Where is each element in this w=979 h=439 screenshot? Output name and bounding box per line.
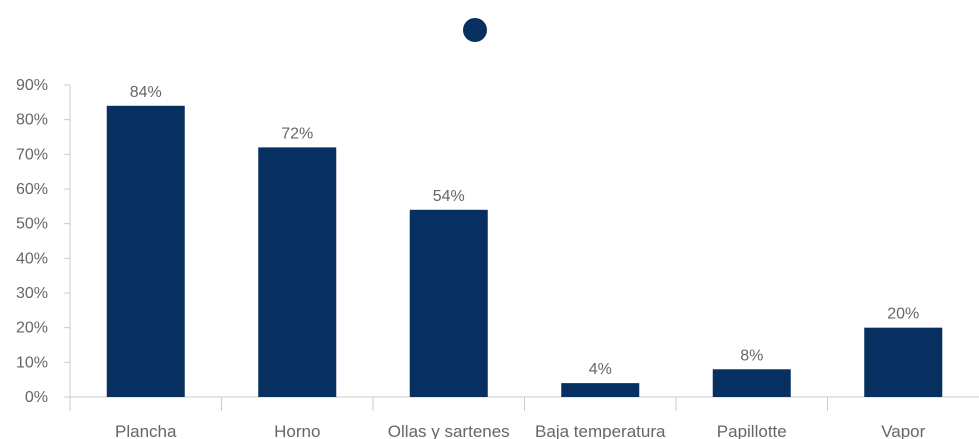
data-label: 8% xyxy=(740,347,763,364)
category-label: Plancha xyxy=(115,422,177,439)
category-labels: Plancha Horno Ollas y sartenes Baja tempera… xyxy=(115,422,926,439)
y-tick-label: 30% xyxy=(16,285,48,302)
category-label: Ollas y sartenes xyxy=(388,422,510,439)
bar xyxy=(561,383,640,397)
y-tick-label: 40% xyxy=(16,250,48,267)
data-label: 20% xyxy=(887,306,919,323)
chart-legend xyxy=(463,18,487,42)
bars xyxy=(106,105,943,398)
data-labels: 84% 72% 54% 4% 8% 20% xyxy=(130,84,920,378)
bar xyxy=(106,105,185,398)
y-tick-label: 70% xyxy=(16,146,48,163)
legend-marker-series xyxy=(463,18,487,42)
y-tick-label: 10% xyxy=(16,354,48,371)
y-tick-label: 60% xyxy=(16,181,48,198)
y-tick-label: 80% xyxy=(16,112,48,129)
y-tick-label: 90% xyxy=(16,77,48,94)
y-tick-label: 50% xyxy=(16,216,48,233)
x-axis xyxy=(70,396,979,411)
y-tick-label: 0% xyxy=(25,389,48,406)
category-label: Vapor xyxy=(881,422,925,439)
bar xyxy=(864,327,943,397)
data-label: 84% xyxy=(130,84,162,101)
bar xyxy=(258,147,337,397)
bar xyxy=(409,209,488,397)
y-tick-label: 20% xyxy=(16,320,48,337)
data-label: 4% xyxy=(589,361,612,378)
y-axis: 0% 10% 20% 30% 40% 50% 60% 70% 80% 90% xyxy=(16,77,71,411)
category-label: Horno xyxy=(274,422,320,439)
category-label: Papillotte xyxy=(717,422,787,439)
data-label: 54% xyxy=(433,188,465,205)
data-label: 72% xyxy=(281,125,313,142)
bar xyxy=(712,369,791,397)
category-label: Baja temperatura xyxy=(535,422,666,439)
